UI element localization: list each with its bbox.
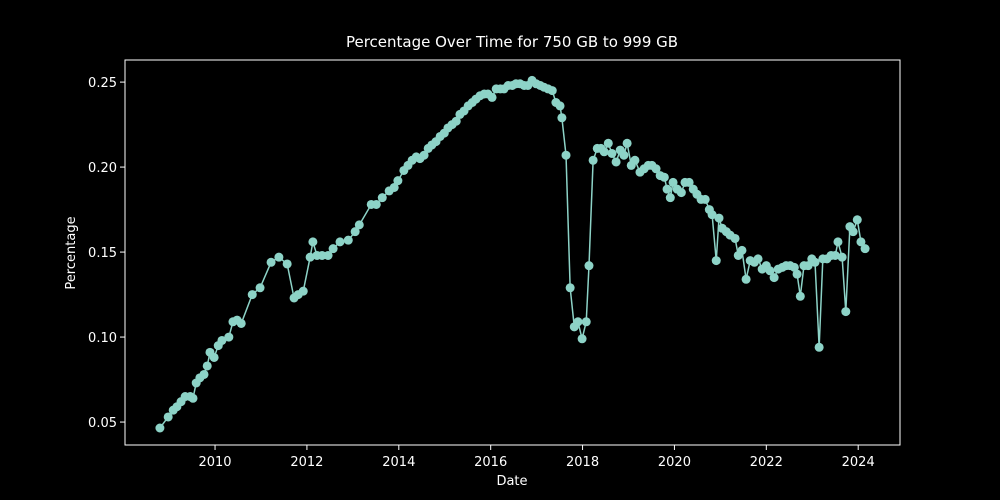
y-tick-label: 0.15 [88, 246, 117, 261]
data-point [584, 261, 594, 271]
data-point [282, 259, 292, 269]
x-tick-label: 2022 [750, 455, 783, 470]
data-point [389, 182, 399, 192]
data-point [588, 155, 598, 165]
y-tick-label: 0.05 [88, 416, 117, 431]
data-point [848, 227, 858, 237]
data-point [393, 176, 403, 186]
data-point [419, 150, 429, 160]
data-point [343, 235, 353, 245]
data-point [830, 250, 840, 260]
data-point [833, 237, 843, 247]
x-tick-label: 2020 [658, 455, 691, 470]
data-point [255, 283, 265, 293]
data-point [202, 361, 212, 371]
data-point [298, 286, 308, 296]
data-point [266, 257, 276, 267]
data-point [730, 233, 740, 243]
data-point [236, 318, 246, 328]
data-point [308, 237, 318, 247]
data-point [547, 86, 557, 96]
data-point [335, 237, 345, 247]
data-point [274, 252, 284, 262]
data-point [377, 193, 387, 203]
data-point [581, 317, 591, 327]
x-tick-label: 2018 [566, 455, 599, 470]
data-point [371, 199, 381, 209]
y-tick-label: 0.25 [88, 76, 117, 91]
series-line [159, 79, 866, 429]
data-point [684, 177, 694, 187]
data-point [354, 220, 364, 230]
data-point [611, 157, 621, 167]
data-point [856, 237, 866, 247]
y-tick-label: 0.10 [88, 331, 117, 346]
y-tick-label: 0.20 [88, 161, 117, 176]
data-point [659, 172, 669, 182]
data-point [700, 194, 710, 204]
data-point [803, 261, 813, 271]
data-point [668, 177, 678, 187]
data-point [561, 150, 571, 160]
data-point [619, 150, 629, 160]
data-point [651, 164, 661, 174]
data-point [599, 147, 609, 157]
data-point [795, 291, 805, 301]
data-point [305, 252, 315, 262]
data-point [769, 273, 779, 283]
y-axis-label: Percentage [64, 216, 79, 289]
data-point [209, 352, 219, 362]
data-point [451, 116, 461, 126]
data-point [155, 423, 165, 433]
x-tick-label: 2010 [198, 455, 231, 470]
data-point [810, 257, 820, 267]
data-point [557, 113, 567, 123]
x-tick-label: 2014 [382, 455, 415, 470]
data-point [753, 254, 763, 264]
data-point [555, 101, 565, 111]
data-point [665, 193, 675, 203]
data-point [199, 369, 209, 379]
x-tick-label: 2016 [474, 455, 507, 470]
data-point [662, 184, 672, 194]
data-point [676, 188, 686, 198]
data-point [741, 274, 751, 284]
data-point [565, 283, 575, 293]
data-point [188, 393, 198, 403]
data-point [765, 266, 775, 276]
x-tick-label: 2012 [290, 455, 323, 470]
data-point [841, 307, 851, 317]
data-point [607, 148, 617, 158]
data-point [163, 412, 173, 422]
x-axis-label: Date [496, 474, 527, 489]
data-point [711, 256, 721, 266]
data-point [737, 245, 747, 255]
data-point [630, 155, 640, 165]
data-point [852, 215, 862, 225]
chart-title: Percentage Over Time for 750 GB to 999 G… [346, 33, 678, 51]
data-point [622, 138, 632, 148]
data-point [350, 227, 360, 237]
data-point [789, 262, 799, 272]
data-point [487, 92, 497, 102]
data-point [217, 335, 227, 345]
data-point [814, 342, 824, 352]
data-point [328, 244, 338, 254]
data-point [323, 250, 333, 260]
axes-frame [124, 59, 901, 446]
data-point [860, 244, 870, 254]
data-point [247, 290, 257, 300]
data-point [573, 317, 583, 327]
data-point [837, 252, 847, 262]
x-tick-label: 2024 [842, 455, 875, 470]
data-point [792, 269, 802, 279]
data-point [224, 332, 234, 342]
data-point [577, 334, 587, 344]
data-point [603, 138, 613, 148]
data-point [714, 213, 724, 223]
data-point [707, 210, 717, 220]
